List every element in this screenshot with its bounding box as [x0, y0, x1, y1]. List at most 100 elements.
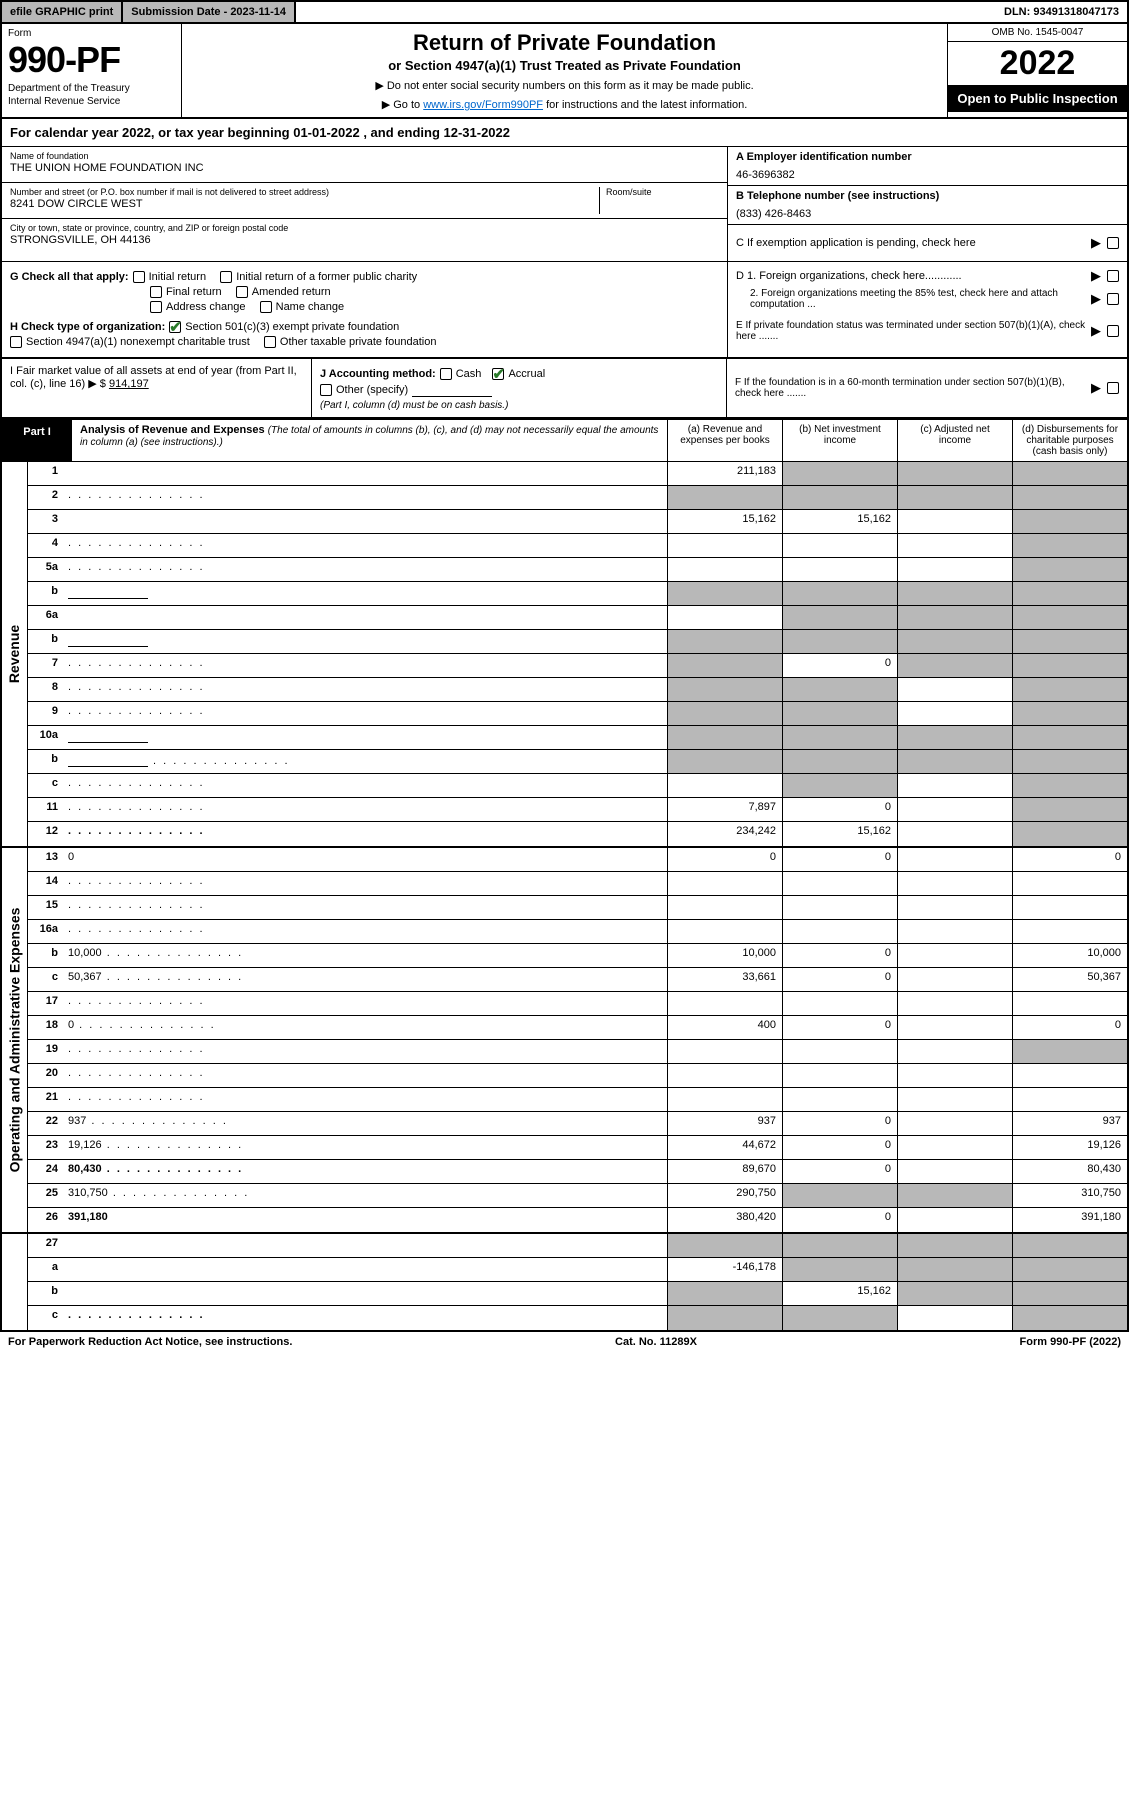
cell-d: 0 — [1012, 1016, 1127, 1039]
j-other-checkbox[interactable] — [320, 384, 332, 396]
cell-a — [667, 1234, 782, 1257]
dln-label: DLN: 93491318047173 — [996, 2, 1127, 22]
inline-field[interactable] — [68, 753, 148, 767]
j-accrual-checkbox[interactable] — [492, 368, 504, 380]
inline-field[interactable] — [68, 729, 148, 743]
row-number: 15 — [28, 896, 62, 919]
cell-b — [782, 1184, 897, 1207]
g-final-checkbox[interactable] — [150, 286, 162, 298]
cell-a — [667, 630, 782, 653]
cell-a: 33,661 — [667, 968, 782, 991]
j-cash-checkbox[interactable] — [440, 368, 452, 380]
c-checkbox[interactable] — [1107, 237, 1119, 249]
h-other-checkbox[interactable] — [264, 336, 276, 348]
row-number: 7 — [28, 654, 62, 677]
cell-a — [667, 1040, 782, 1063]
d1-label: D 1. Foreign organizations, check here..… — [736, 270, 962, 282]
table-row: 18040000 — [28, 1016, 1127, 1040]
table-row: 2480,43089,670080,430 — [28, 1160, 1127, 1184]
h-line: H Check type of organization: Section 50… — [10, 321, 719, 333]
cell-a — [667, 654, 782, 677]
cell-a — [667, 992, 782, 1015]
row-desc — [62, 702, 667, 725]
row-number: 2 — [28, 486, 62, 509]
cell-a: 10,000 — [667, 944, 782, 967]
table-row: 10a — [28, 726, 1127, 750]
row-number: b — [28, 750, 62, 773]
cell-c — [897, 1016, 1012, 1039]
g-address-checkbox[interactable] — [150, 301, 162, 313]
cell-c — [897, 1306, 1012, 1330]
table-row: 27 — [28, 1234, 1127, 1258]
form-subtitle: or Section 4947(a)(1) Trust Treated as P… — [192, 58, 937, 73]
cell-d — [1012, 920, 1127, 943]
part1-desc: Analysis of Revenue and Expenses (The to… — [72, 420, 667, 461]
cell-b — [782, 606, 897, 629]
cell-c — [897, 654, 1012, 677]
cell-d — [1012, 750, 1127, 773]
table-row: b10,00010,000010,000 — [28, 944, 1127, 968]
cell-a — [667, 486, 782, 509]
cell-d: 391,180 — [1012, 1208, 1127, 1232]
cell-a — [667, 920, 782, 943]
h-opt-3: Other taxable private foundation — [280, 336, 437, 348]
table-row: 21 — [28, 1088, 1127, 1112]
cell-a: 15,162 — [667, 510, 782, 533]
table-row: c — [28, 774, 1127, 798]
row-desc: 80,430 — [62, 1160, 667, 1183]
cell-b: 0 — [782, 944, 897, 967]
cell-b: 0 — [782, 1160, 897, 1183]
city: STRONGSVILLE, OH 44136 — [10, 234, 719, 246]
cell-a — [667, 606, 782, 629]
d2-checkbox[interactable] — [1107, 293, 1119, 305]
row-number: 24 — [28, 1160, 62, 1183]
inline-field[interactable] — [68, 585, 148, 599]
cell-d — [1012, 654, 1127, 677]
table-row: 8 — [28, 678, 1127, 702]
row-desc — [62, 678, 667, 701]
addr-label: Number and street (or P.O. box number if… — [10, 187, 599, 197]
j-accrual: Accrual — [508, 368, 545, 380]
dept-irs: Internal Revenue Service — [8, 96, 175, 107]
cell-c — [897, 462, 1012, 485]
g-amended-checkbox[interactable] — [236, 286, 248, 298]
h-opt-1: Section 501(c)(3) exempt private foundat… — [185, 321, 399, 333]
g-initial-checkbox[interactable] — [133, 271, 145, 283]
row-number: c — [28, 1306, 62, 1330]
foundation-name-row: Name of foundation THE UNION HOME FOUNDA… — [2, 147, 727, 183]
row-desc: 391,180 — [62, 1208, 667, 1232]
net-side-spacer — [2, 1234, 28, 1330]
table-row: b — [28, 750, 1127, 774]
cell-c — [897, 558, 1012, 581]
footer-mid: Cat. No. 11289X — [615, 1336, 697, 1348]
cell-d — [1012, 1282, 1127, 1305]
cell-a — [667, 1282, 782, 1305]
h-501c3-checkbox[interactable] — [169, 321, 181, 333]
d1-checkbox[interactable] — [1107, 270, 1119, 282]
net-grid: 27a-146,178b15,162c — [0, 1234, 1129, 1332]
cell-b — [782, 702, 897, 725]
table-row: 117,8970 — [28, 798, 1127, 822]
row-desc: 19,126 — [62, 1136, 667, 1159]
form990pf-link[interactable]: www.irs.gov/Form990PF — [423, 99, 543, 111]
g-name-checkbox[interactable] — [260, 301, 272, 313]
inline-field[interactable] — [68, 633, 148, 647]
row-desc — [62, 1088, 667, 1111]
e-checkbox[interactable] — [1107, 325, 1119, 337]
efile-button[interactable]: efile GRAPHIC print — [2, 2, 123, 22]
table-row: 9 — [28, 702, 1127, 726]
g-initial-former-checkbox[interactable] — [220, 271, 232, 283]
f-checkbox[interactable] — [1107, 382, 1119, 394]
row-desc — [62, 1282, 667, 1305]
row-desc — [62, 992, 667, 1015]
g-opt-0: Initial return — [149, 271, 206, 283]
row-desc — [62, 606, 667, 629]
table-row: b — [28, 582, 1127, 606]
form-label: Form — [8, 28, 175, 39]
form-title-block: Return of Private Foundation or Section … — [182, 24, 947, 117]
cell-d — [1012, 798, 1127, 821]
h-4947-checkbox[interactable] — [10, 336, 22, 348]
j-other-field[interactable] — [412, 383, 492, 397]
phone-row: B Telephone number (see instructions) (8… — [728, 186, 1127, 225]
row-number: b — [28, 582, 62, 605]
